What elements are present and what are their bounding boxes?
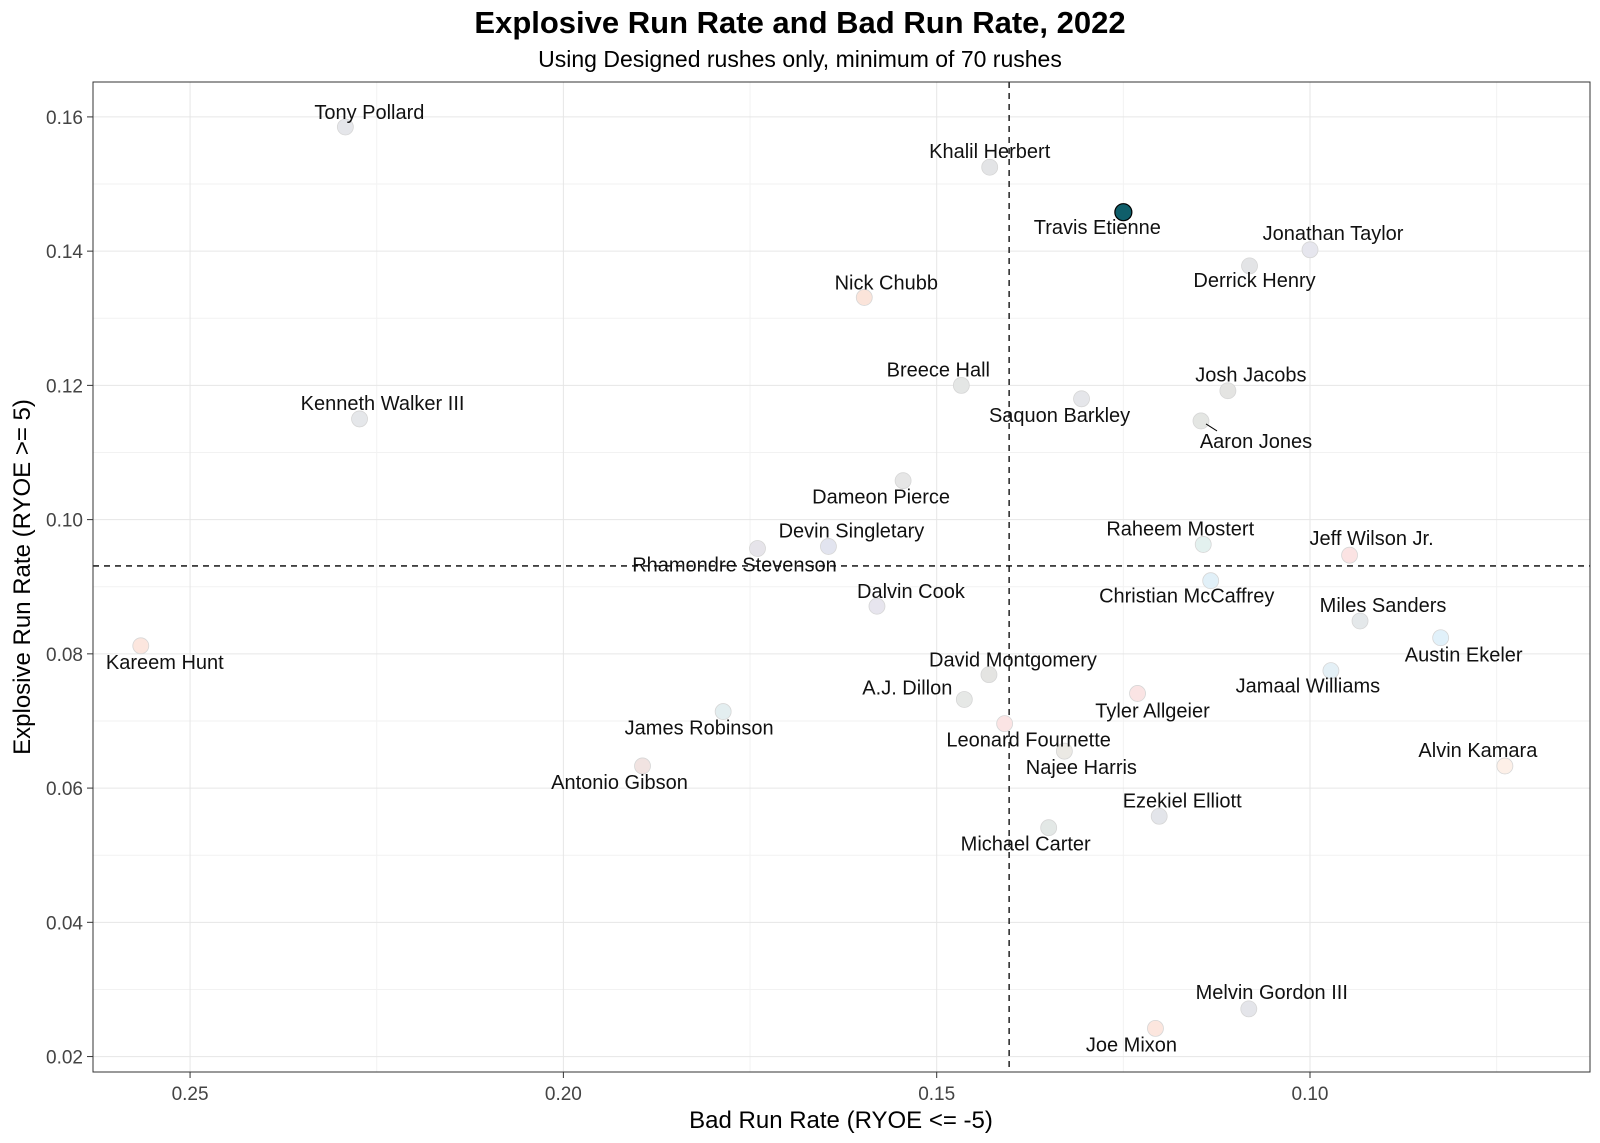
y-axis-title: Explosive Run Rate (RYOE >= 5) <box>9 399 36 755</box>
point-jeff-wilson-jr <box>1341 546 1358 564</box>
label-raheem-mostert: Raheem Mostert <box>1106 518 1254 540</box>
y-tick-label: 0.16 <box>46 108 83 129</box>
x-tick-label: 0.10 <box>1292 1084 1329 1105</box>
chart-subtitle: Using Designed rushes only, minimum of 7… <box>538 46 1062 72</box>
label-james-robinson: James Robinson <box>625 718 774 740</box>
label-melvin-gordon-iii: Melvin Gordon III <box>1196 982 1348 1004</box>
point-jonathan-taylor <box>1301 241 1319 259</box>
label-dameon-pierce: Dameon Pierce <box>812 487 950 509</box>
point-jamaal-williams <box>1322 662 1340 680</box>
point-khalil-herbert <box>981 158 999 176</box>
label-aaron-jones: Aaron Jones <box>1200 431 1312 453</box>
x-axis-title: Bad Run Rate (RYOE <= -5) <box>689 1107 993 1134</box>
y-tick-label: 0.08 <box>46 645 83 666</box>
label-devin-singletary: Devin Singletary <box>779 520 925 542</box>
point-christian-mccaffrey <box>1202 572 1220 590</box>
label-antonio-gibson: Antonio Gibson <box>551 772 688 794</box>
point-derrick-henry <box>1241 257 1258 275</box>
y-tick-label: 0.14 <box>46 242 83 263</box>
point-joe-mixon <box>1147 1019 1164 1037</box>
label-a-j-dillon: A.J. Dillon <box>862 677 952 699</box>
label-layer: Tony Pollard Khalil Herbert Travis Etienne… <box>106 102 1538 1056</box>
tick-layer: 0.25 0.20 0.15 0.10 0.02 0.04 0.06 0.08 0.10 0.12… <box>46 108 1328 1105</box>
grid-layer <box>93 82 1590 1072</box>
point-layer <box>132 118 1514 1037</box>
label-breece-hall: Breece Hall <box>887 359 990 381</box>
label-khalil-herbert: Khalil Herbert <box>929 141 1051 163</box>
point-josh-jacobs <box>1219 382 1237 400</box>
label-michael-carter: Michael Carter <box>961 834 1091 856</box>
label-derrick-henry: Derrick Henry <box>1193 270 1315 292</box>
point-melvin-gordon-iii <box>1240 1000 1258 1018</box>
y-tick-label: 0.12 <box>46 376 83 397</box>
point-david-montgomery <box>980 666 998 684</box>
label-kenneth-walker-iii: Kenneth Walker III <box>301 393 465 415</box>
point-aaron-jones <box>1192 412 1210 430</box>
label-saquon-barkley: Saquon Barkley <box>989 405 1130 427</box>
plot-panel-border <box>92 81 1591 1073</box>
label-kareem-hunt: Kareem Hunt <box>106 652 224 674</box>
label-tony-pollard: Tony Pollard <box>314 102 424 124</box>
label-jeff-wilson-jr: Jeff Wilson Jr. <box>1310 528 1434 550</box>
label-jamaal-williams: Jamaal Williams <box>1236 676 1380 698</box>
point-breece-hall <box>952 376 970 394</box>
label-dalvin-cook: Dalvin Cook <box>857 581 966 603</box>
point-saquon-barkley <box>1073 390 1090 408</box>
y-tick-label: 0.10 <box>46 511 83 532</box>
label-joe-mixon: Joe Mixon <box>1086 1034 1177 1056</box>
x-tick-label: 0.20 <box>545 1084 582 1105</box>
point-kenneth-walker-iii <box>351 410 368 428</box>
y-tick-label: 0.04 <box>46 913 83 934</box>
point-leonard-fournette <box>996 715 1014 733</box>
point-raheem-mostert <box>1194 536 1212 553</box>
label-rhamondre-stevenson: Rhamondre Stevenson <box>632 554 837 576</box>
label-najee-harris: Najee Harris <box>1026 757 1137 779</box>
point-michael-carter <box>1040 819 1058 837</box>
label-christian-mccaffrey: Christian McCaffrey <box>1099 586 1274 608</box>
point-kareem-hunt <box>132 637 150 655</box>
point-travis-etienne <box>1114 203 1133 222</box>
label-austin-ekeler: Austin Ekeler <box>1405 645 1523 667</box>
point-tyler-allgeier <box>1129 685 1146 702</box>
y-tick-label: 0.06 <box>46 779 83 800</box>
x-tick-label: 0.15 <box>918 1084 955 1105</box>
point-tony-pollard <box>336 118 354 136</box>
reference-lines <box>93 82 1590 1072</box>
point-alvin-kamara <box>1496 757 1514 775</box>
point-devin-singletary <box>820 538 837 555</box>
label-david-montgomery: David Montgomery <box>929 650 1097 672</box>
point-nick-chubb <box>855 289 873 306</box>
y-tick-label: 0.02 <box>46 1048 83 1069</box>
point-rhamondre-stevenson <box>749 540 766 557</box>
x-tick-label: 0.25 <box>172 1084 209 1105</box>
point-austin-ekeler <box>1432 629 1450 647</box>
point-miles-sanders <box>1351 612 1369 630</box>
point-antonio-gibson <box>634 757 651 775</box>
point-dalvin-cook <box>868 597 886 615</box>
label-miles-sanders: Miles Sanders <box>1320 595 1447 617</box>
point-a-j-dillon <box>955 691 973 708</box>
point-ezekiel-elliott <box>1150 807 1168 825</box>
label-leonard-fournette: Leonard Fournette <box>946 730 1111 752</box>
label-travis-etienne: Travis Etienne <box>1034 217 1161 239</box>
label-tyler-allgeier: Tyler Allgeier <box>1095 700 1210 722</box>
label-jonathan-taylor: Jonathan Taylor <box>1263 223 1404 245</box>
label-alvin-kamara: Alvin Kamara <box>1418 740 1538 762</box>
label-josh-jacobs: Josh Jacobs <box>1195 365 1306 387</box>
point-james-robinson <box>714 703 732 720</box>
chart-title: Explosive Run Rate and Bad Run Rate, 202… <box>474 5 1125 40</box>
label-leader-line <box>1205 423 1218 432</box>
label-nick-chubb: Nick Chubb <box>835 272 938 294</box>
point-najee-harris <box>1055 742 1073 760</box>
label-ezekiel-elliott: Ezekiel Elliott <box>1123 790 1242 812</box>
point-dameon-pierce <box>894 472 912 490</box>
